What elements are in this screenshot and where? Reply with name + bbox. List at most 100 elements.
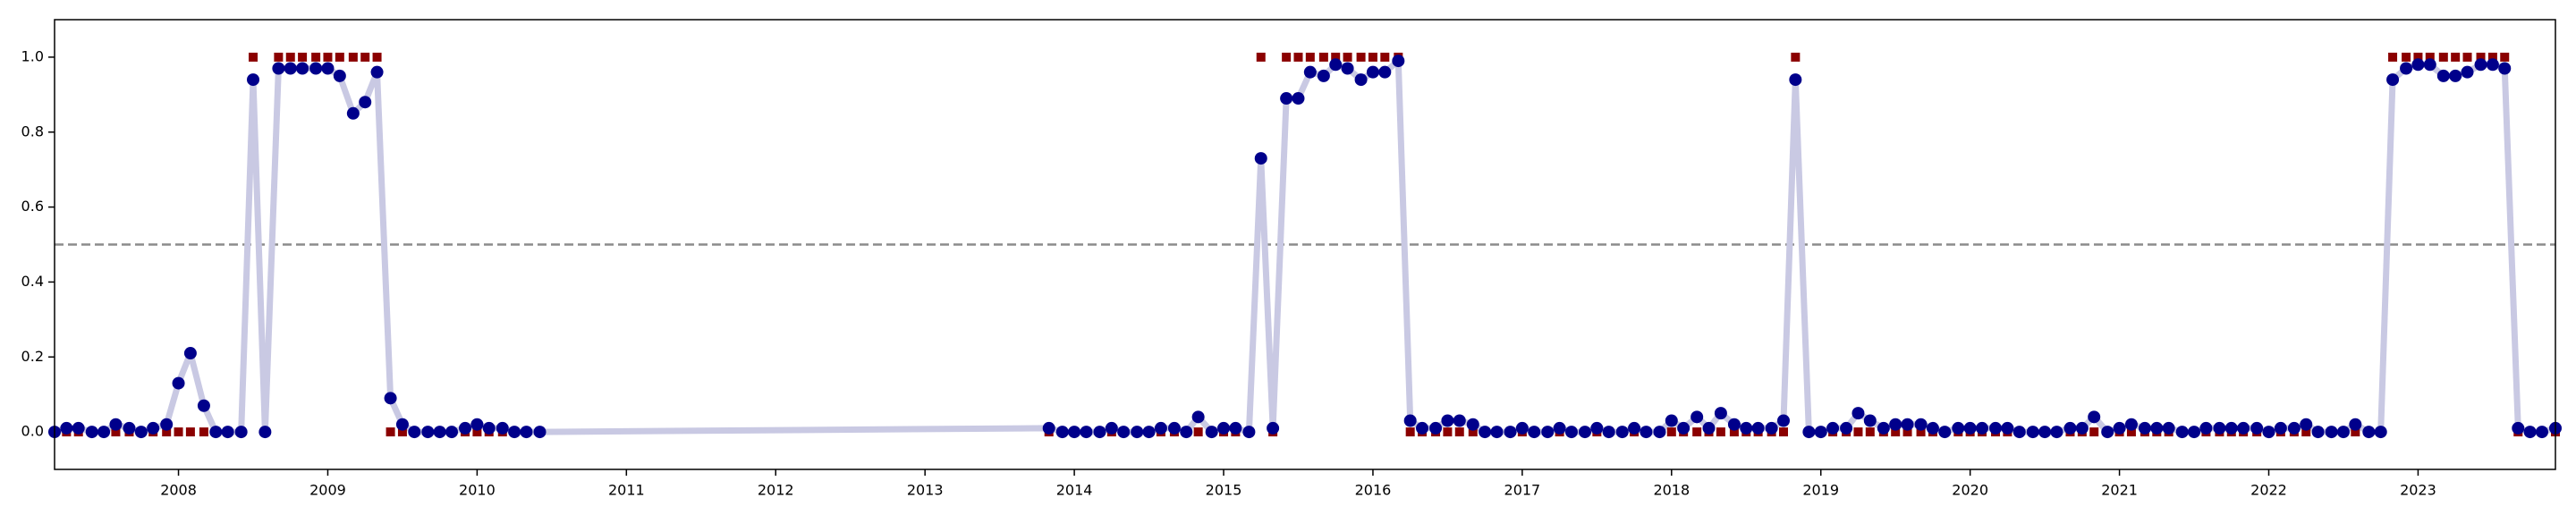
probability-dot (459, 421, 472, 435)
probability-dot (1416, 421, 1429, 435)
probability-dot (2075, 421, 2089, 435)
probability-dot (1553, 421, 1566, 435)
x-tick-label: 2019 (1802, 482, 1839, 499)
label-marker (311, 52, 321, 62)
label-marker (2462, 52, 2472, 62)
x-tick-label: 2009 (309, 482, 346, 499)
probability-dot (2213, 421, 2226, 435)
label-marker (2402, 52, 2411, 62)
label-marker (397, 427, 407, 437)
probability-dot (2311, 426, 2325, 439)
probability-dot (482, 421, 496, 435)
label-marker (1902, 427, 1912, 437)
probability-dot (221, 426, 234, 439)
probability-dot (1366, 65, 1379, 79)
probability-dot (1677, 421, 1690, 435)
probability-dot (2287, 421, 2301, 435)
probability-dot (2523, 426, 2537, 439)
probability-dot (1727, 418, 1741, 431)
probability-dot (2400, 62, 2413, 75)
probability-dot (1392, 55, 1405, 68)
probability-dot (1901, 418, 1914, 431)
probability-dot (1191, 410, 1205, 424)
probability-dot (272, 62, 285, 75)
probability-dot (333, 69, 346, 82)
label-marker (1343, 52, 1352, 62)
probability-dot (1093, 426, 1106, 439)
label-marker (1193, 427, 1203, 437)
probability-dot (2224, 421, 2238, 435)
probability-dot (1740, 421, 1753, 435)
probability-dot (384, 392, 397, 405)
probability-dot (2088, 410, 2101, 424)
label-marker (2126, 427, 2136, 437)
probability-dot (2199, 421, 2213, 435)
probability-dot (2436, 69, 2450, 82)
probability-dot (1714, 407, 1727, 420)
probability-dot (1205, 426, 1218, 439)
probability-dot (408, 426, 421, 439)
label-marker (1666, 427, 1676, 437)
probability-dot (1490, 426, 1504, 439)
probability-dot (183, 347, 197, 360)
probability-dot (1914, 418, 1928, 431)
probability-dot (1615, 426, 1629, 439)
label-marker (1853, 427, 1863, 437)
probability-dot (160, 418, 174, 431)
probability-dot (60, 421, 73, 435)
label-marker (2438, 52, 2448, 62)
x-tick-label: 2013 (907, 482, 944, 499)
label-marker (2388, 52, 2398, 62)
probability-dot (2101, 426, 2114, 439)
probability-dot (1590, 421, 1604, 435)
label-marker (1916, 427, 1926, 437)
label-marker (111, 427, 121, 437)
x-tick-label: 2015 (1206, 482, 1242, 499)
label-marker (2301, 427, 2311, 437)
probability-dot (1142, 426, 1156, 439)
label-marker (1305, 52, 1315, 62)
label-marker (1331, 52, 1341, 62)
label-marker (2089, 427, 2099, 437)
probability-line (53, 57, 2556, 435)
probability-dot (1229, 421, 1242, 435)
probability-dot (1441, 414, 1454, 427)
probability-dot (1354, 73, 1368, 87)
probability-dot (147, 421, 160, 435)
probability-dot (1303, 65, 1317, 79)
probability-dot (321, 62, 335, 75)
probability-dot (2162, 421, 2175, 435)
probability-dot (1515, 421, 1529, 435)
x-tick-label: 2017 (1504, 482, 1541, 499)
probability-dot (197, 399, 210, 412)
probability-dot (2362, 426, 2376, 439)
probability-dot (2262, 426, 2275, 439)
label-marker (472, 427, 482, 437)
x-tick-label: 2011 (608, 482, 645, 499)
probability-dot (346, 106, 360, 120)
y-tick-label: 0.4 (21, 273, 44, 290)
label-marker (1368, 52, 1377, 62)
x-tick-label: 2010 (459, 482, 496, 499)
y-tick-label: 0.6 (21, 198, 44, 215)
label-marker (323, 52, 333, 62)
probability-dot (1852, 407, 1865, 420)
label-marker (1791, 52, 1801, 62)
probability-dot (134, 426, 148, 439)
x-tick-label: 2012 (758, 482, 794, 499)
probability-dot (1665, 414, 1678, 427)
label-marker (199, 427, 208, 437)
label-marker (1778, 427, 1788, 437)
probability-dot (172, 376, 185, 390)
probability-dot (1479, 426, 1492, 439)
probability-dot (1453, 414, 1466, 427)
label-marker (2487, 52, 2497, 62)
probability-dot (2175, 426, 2189, 439)
probability-dot (97, 426, 111, 439)
label-marker (2500, 52, 2510, 62)
probability-dot (1055, 426, 1069, 439)
x-tick-label: 2020 (1952, 482, 1988, 499)
probability-dot (1329, 58, 1343, 72)
probability-dot (445, 426, 459, 439)
